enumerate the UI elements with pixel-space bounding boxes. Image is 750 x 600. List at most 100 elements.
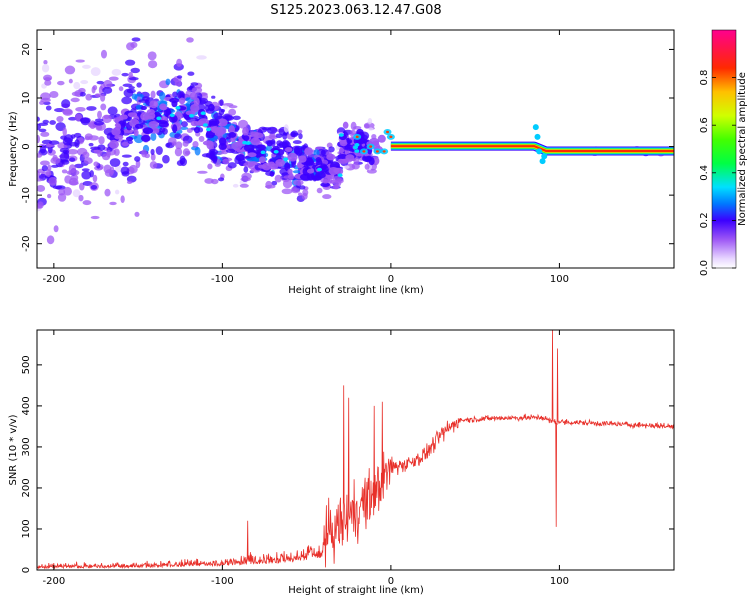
- spectral-blob: [114, 123, 121, 128]
- snr-y-ticks: 0 100 200 300 400 500: [21, 355, 674, 573]
- spectral-blob: [134, 211, 140, 217]
- spectral-blob: [273, 149, 279, 154]
- spectral-blob: [46, 235, 55, 245]
- spectrogram-y-ticks: -20 -10 0 10 20: [21, 43, 674, 252]
- spectral-blob: [389, 135, 393, 139]
- spectral-blob: [58, 188, 66, 196]
- spectral-blob: [114, 134, 124, 140]
- spectral-blob: [292, 170, 301, 174]
- spectral-blob: [37, 116, 40, 122]
- spectral-blob: [368, 127, 374, 131]
- spectral-blob: [269, 171, 275, 177]
- spectral-blob: [277, 149, 285, 156]
- spectral-blob: [239, 183, 249, 188]
- y-tick-label: -20: [21, 236, 32, 252]
- spectral-blob: [45, 105, 52, 111]
- spectral-blob: [56, 116, 64, 123]
- spectral-blob: [268, 163, 279, 170]
- spectral-blob: [78, 194, 84, 202]
- y-tick-label: 500: [21, 355, 32, 374]
- spectrogram-plot-area: [37, 37, 674, 245]
- spectral-blob: [196, 170, 208, 174]
- spectral-blob: [333, 167, 340, 174]
- spectral-blob: [93, 120, 105, 126]
- spectral-blob: [306, 172, 315, 181]
- spectral-blob: [62, 108, 73, 115]
- spectral-blob: [264, 184, 276, 189]
- spectral-blob: [217, 118, 228, 127]
- spectral-blob: [57, 80, 65, 86]
- spectral-blob: [54, 108, 65, 113]
- spectral-blob: [114, 189, 120, 195]
- spectral-blob: [260, 150, 266, 155]
- spectral-blob: [293, 179, 304, 186]
- spectral-blob: [127, 112, 138, 118]
- spectral-blob: [113, 117, 120, 123]
- spectral-blob: [362, 150, 366, 153]
- spectral-blob: [175, 141, 183, 150]
- spectral-blob: [335, 178, 342, 187]
- spectral-blob: [235, 154, 246, 162]
- spectral-blob: [40, 160, 50, 166]
- spectral-blob: [284, 162, 291, 172]
- spectral-blob: [59, 152, 70, 162]
- spectral-blob: [123, 128, 134, 134]
- spectral-blob: [103, 114, 110, 120]
- spectral-blob: [64, 65, 76, 75]
- spectral-blob: [315, 171, 326, 179]
- spectral-blob: [287, 152, 298, 162]
- spectral-blob: [156, 116, 162, 121]
- spectral-blob: [96, 80, 105, 85]
- spectral-blob: [37, 185, 46, 192]
- spectral-blob: [172, 91, 178, 98]
- spectral-blob: [159, 91, 166, 101]
- spectral-blob: [124, 59, 136, 66]
- spectral-blob: [292, 140, 302, 145]
- spectral-blob: [298, 192, 303, 197]
- spectral-blob: [186, 128, 193, 133]
- spectral-blob: [228, 108, 237, 116]
- spectral-blob: [249, 161, 258, 166]
- spectral-blob: [86, 106, 97, 111]
- spectral-blob: [40, 92, 51, 101]
- spectral-blob: [62, 127, 67, 137]
- spectral-blob: [118, 86, 124, 92]
- colorbar-gradient: [712, 30, 736, 268]
- spectral-blob: [104, 188, 111, 197]
- spectral-blob: [189, 114, 195, 118]
- spectral-blob: [356, 128, 364, 136]
- spectral-blob: [68, 164, 76, 173]
- spectral-blob: [41, 165, 48, 172]
- spectral-blob: [364, 163, 370, 170]
- spectral-blob: [150, 132, 157, 142]
- spectral-blob: [38, 128, 47, 133]
- spectral-blob: [160, 105, 168, 111]
- spectral-blob: [37, 153, 43, 158]
- spectral-blob: [61, 99, 71, 109]
- spectral-blob: [363, 123, 370, 129]
- spectral-blob: [109, 166, 115, 175]
- spectral-blob: [206, 127, 212, 132]
- spectral-blob: [37, 135, 41, 144]
- spectral-blob: [227, 162, 237, 169]
- spectral-blob: [121, 96, 133, 105]
- spectral-blob: [232, 183, 239, 188]
- spectral-blob: [243, 135, 250, 142]
- spectral-blob: [69, 157, 76, 162]
- spectral-blob: [247, 152, 257, 158]
- spectral-blob: [90, 146, 101, 150]
- spectral-blob: [295, 148, 303, 156]
- colorbar: 0.0 0.2 0.4 0.6 0.8 Normalized spectral ampl…: [699, 29, 748, 276]
- spectral-blob: [121, 141, 130, 147]
- spectral-blob: [68, 177, 79, 186]
- spectral-blob: [222, 158, 230, 165]
- spectral-blob: [103, 79, 113, 89]
- colorbar-tick-label: 0.4: [699, 165, 710, 181]
- spectral-blob: [81, 168, 90, 172]
- colorbar-tick-label: 0.2: [699, 212, 710, 228]
- spectral-blob: [283, 124, 289, 133]
- spectral-blob: [353, 145, 359, 150]
- spectral-blob: [206, 140, 214, 150]
- spectral-blob: [193, 126, 201, 134]
